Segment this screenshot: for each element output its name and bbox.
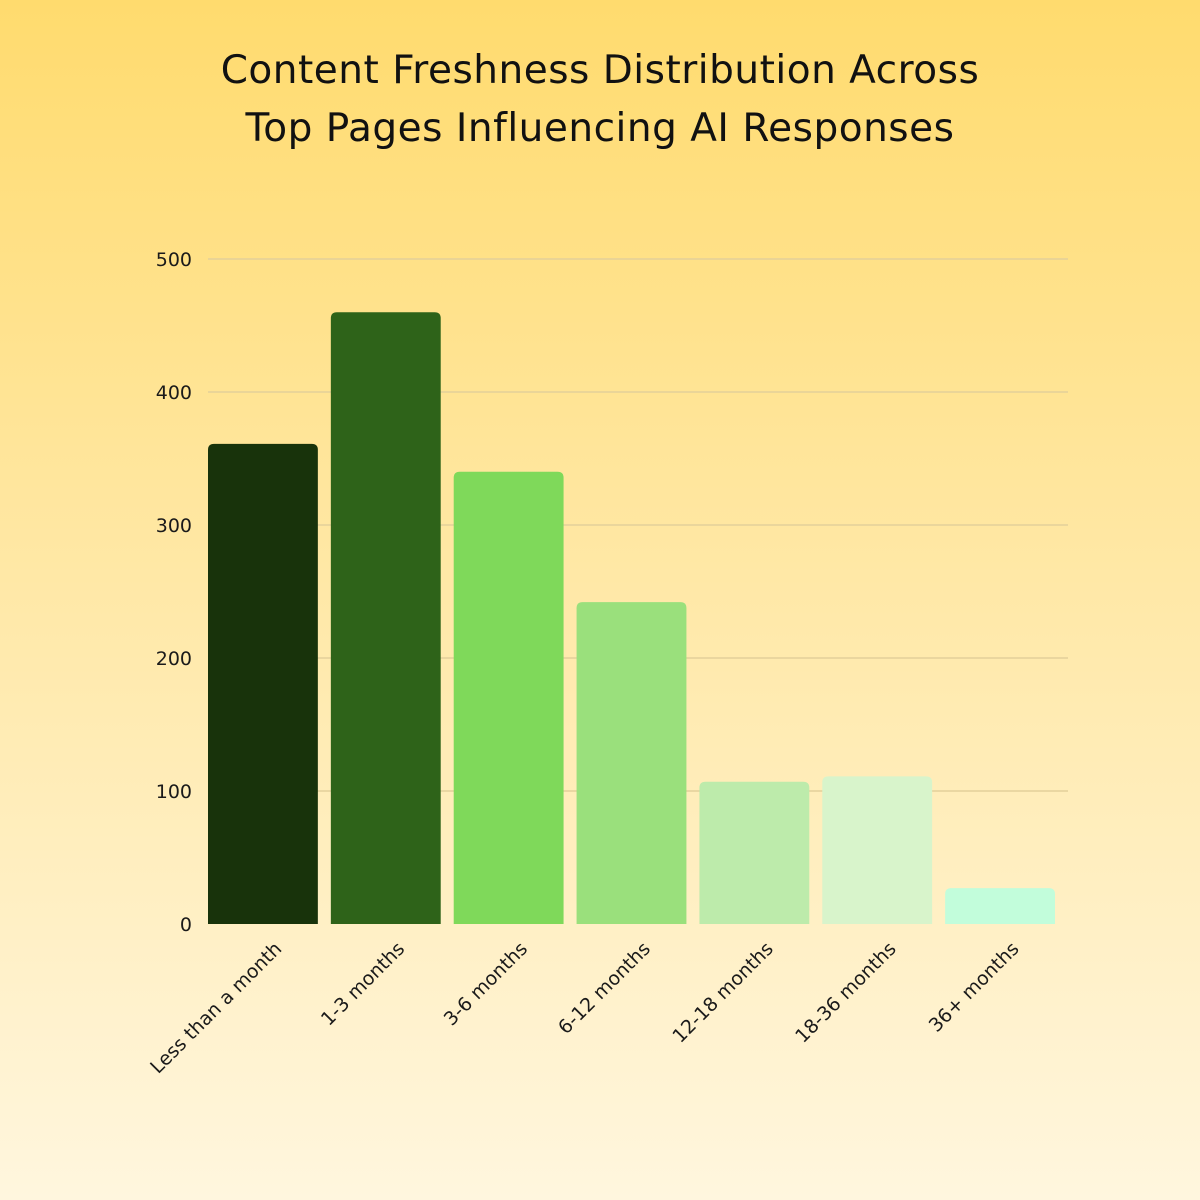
bar-0 <box>208 443 318 924</box>
y-tick-label: 200 <box>156 648 192 670</box>
y-tick-label: 500 <box>156 249 192 271</box>
bar-4 <box>699 781 810 924</box>
y-tick-label: 300 <box>156 515 192 537</box>
y-tick-label: 400 <box>156 382 192 404</box>
x-category-label: 1-3 months <box>317 938 409 1030</box>
x-axis-labels: Less than a month 1-3 months 3-6 months 6-1… <box>146 938 1023 1078</box>
x-category-label: 6-12 months <box>554 938 655 1039</box>
bar-2 <box>453 471 564 924</box>
x-category-label: 36+ months <box>925 938 1024 1037</box>
x-category-label: Less than a month <box>146 938 286 1078</box>
y-tick-label: 100 <box>156 781 192 803</box>
chart-title-line-1: Content Freshness Distribution Across <box>220 48 980 93</box>
bar-3 <box>576 602 687 924</box>
x-category-label: 18-36 months <box>791 938 900 1047</box>
bar-5 <box>822 776 933 924</box>
bar-1 <box>330 312 441 924</box>
y-tick-label: 0 <box>180 914 192 936</box>
chart-title: Content Freshness Distribution Across To… <box>0 42 1200 158</box>
x-category-label: 12-18 months <box>668 938 777 1047</box>
chart-title-line-2: Top Pages Influencing AI Responses <box>245 106 955 151</box>
y-axis-ticks: 0 100 200 300 400 500 <box>156 249 192 936</box>
x-category-label: 3-6 months <box>440 938 532 1030</box>
bar-6 <box>945 888 1055 924</box>
bars <box>208 312 1055 924</box>
